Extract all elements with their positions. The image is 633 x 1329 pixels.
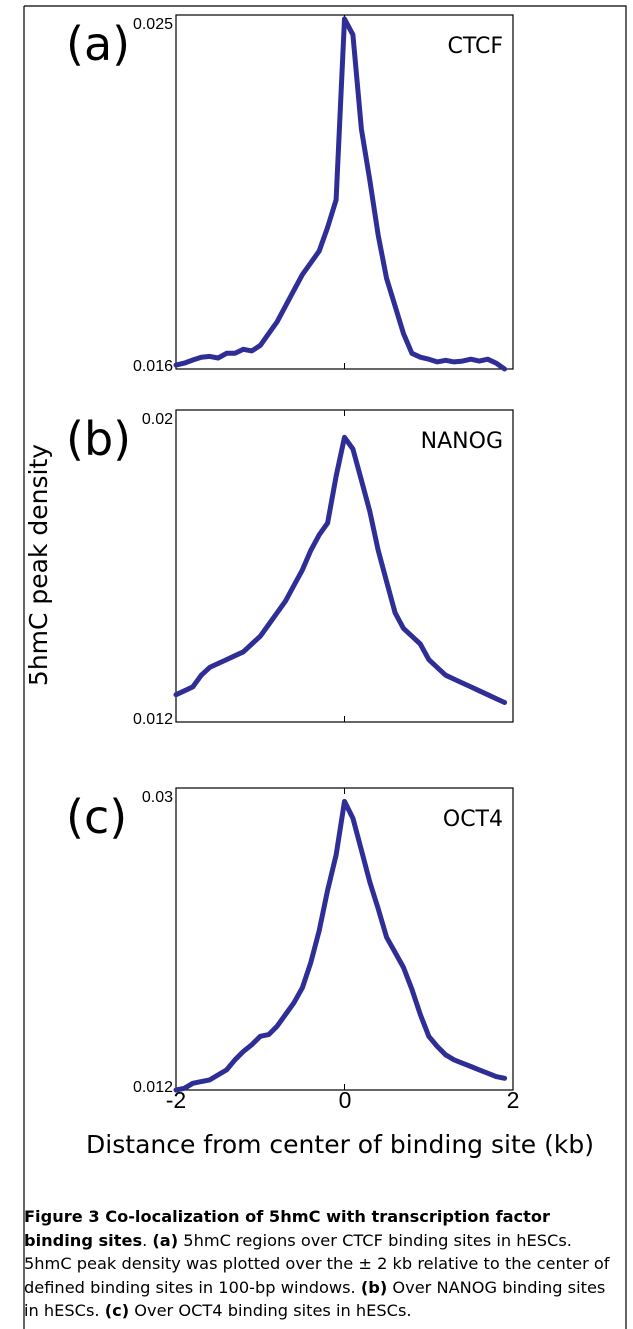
x-tick-label-center: 0: [339, 1087, 352, 1113]
y-tick-min-oct4: 0.012: [133, 1079, 173, 1096]
series-label-ctcf: CTCF: [447, 34, 503, 59]
plot-frame-oct4: [175, 787, 514, 1091]
panel-oct4: OCT4 (c) 0.03 0.012: [66, 787, 514, 1096]
series-label-nanog: NANOG: [421, 429, 503, 454]
caption-label-a: (a): [152, 1230, 179, 1250]
series-line-oct4: [173, 798, 508, 1093]
y-tick-min-nanog: 0.012: [133, 711, 173, 728]
panel-nanog: NANOG (b) 0.02 0.012: [66, 409, 514, 728]
x-tick-label-left: -2: [166, 1087, 186, 1113]
panels-group: CTCF (a) 0.025 0.016 NANOG (b) 0.02 0.012 OCT4 (c…: [66, 14, 514, 1096]
outer-border: [24, 5, 627, 1329]
figure-caption: Figure 3 Co-localization of 5hmC with tr…: [24, 1205, 624, 1323]
panel-label-nanog: (b): [66, 412, 131, 466]
caption-text-c: Over OCT4 binding sites in hESCs.: [129, 1301, 412, 1320]
series-line-ctcf: [173, 16, 508, 372]
y-tick-max-ctcf: 0.025: [133, 16, 173, 33]
x-tick-label-right: 2: [507, 1087, 520, 1113]
panel-ctcf: CTCF (a) 0.025 0.016: [66, 14, 514, 375]
y-axis-label: 5hmC peak density: [24, 444, 53, 686]
caption-text-a: 5hmC regions over CTCF binding sites in …: [24, 1230, 610, 1297]
series-label-oct4: OCT4: [443, 807, 503, 832]
x-axis-label: Distance from center of binding site (kb…: [86, 1130, 594, 1159]
caption-title-end: .: [142, 1230, 153, 1250]
caption-label-c: (c): [104, 1301, 130, 1320]
caption-title: Figure 3 Co-localization of 5hmC with tr…: [24, 1207, 550, 1250]
panel-label-oct4: (c): [66, 790, 127, 844]
caption-text-b: Over NANOG binding sites in hESCs.: [24, 1277, 606, 1321]
y-tick-min-ctcf: 0.016: [133, 358, 173, 375]
y-tick-max-nanog: 0.02: [142, 411, 173, 428]
panel-label-ctcf: (a): [66, 17, 130, 71]
plot-frame-nanog: [175, 409, 514, 723]
figure-svg: CTCF (a) 0.025 0.016 NANOG (b) 0.02 0.012 OCT4 (c…: [24, 14, 594, 1159]
caption-label-b: (b): [360, 1277, 388, 1297]
series-line-nanog: [173, 434, 508, 705]
y-tick-max-oct4: 0.03: [142, 789, 173, 806]
